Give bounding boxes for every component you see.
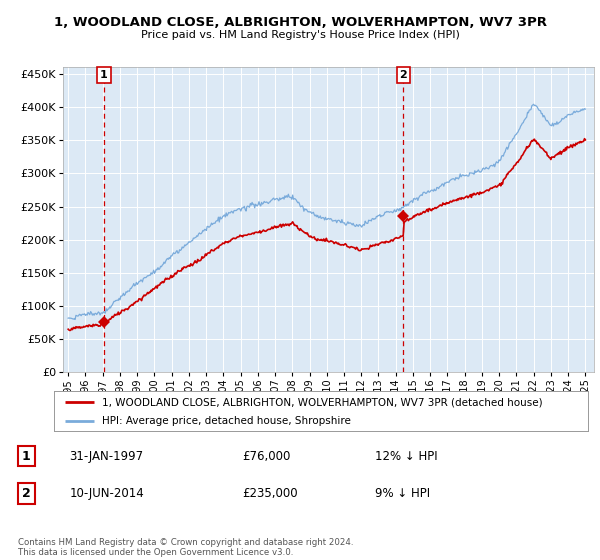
Text: £76,000: £76,000 bbox=[242, 450, 291, 463]
Text: Price paid vs. HM Land Registry's House Price Index (HPI): Price paid vs. HM Land Registry's House … bbox=[140, 30, 460, 40]
Text: 1: 1 bbox=[100, 70, 108, 80]
Text: Contains HM Land Registry data © Crown copyright and database right 2024.
This d: Contains HM Land Registry data © Crown c… bbox=[18, 538, 353, 557]
Text: 12% ↓ HPI: 12% ↓ HPI bbox=[375, 450, 437, 463]
Text: 1: 1 bbox=[22, 450, 31, 463]
Text: 2: 2 bbox=[400, 70, 407, 80]
Text: HPI: Average price, detached house, Shropshire: HPI: Average price, detached house, Shro… bbox=[102, 416, 351, 426]
Text: 2: 2 bbox=[22, 487, 31, 500]
Text: 1, WOODLAND CLOSE, ALBRIGHTON, WOLVERHAMPTON, WV7 3PR (detached house): 1, WOODLAND CLOSE, ALBRIGHTON, WOLVERHAM… bbox=[102, 397, 542, 407]
Text: 9% ↓ HPI: 9% ↓ HPI bbox=[375, 487, 430, 500]
Text: £235,000: £235,000 bbox=[242, 487, 298, 500]
Text: 31-JAN-1997: 31-JAN-1997 bbox=[70, 450, 144, 463]
Text: 10-JUN-2014: 10-JUN-2014 bbox=[70, 487, 145, 500]
Text: 1, WOODLAND CLOSE, ALBRIGHTON, WOLVERHAMPTON, WV7 3PR: 1, WOODLAND CLOSE, ALBRIGHTON, WOLVERHAM… bbox=[53, 16, 547, 29]
